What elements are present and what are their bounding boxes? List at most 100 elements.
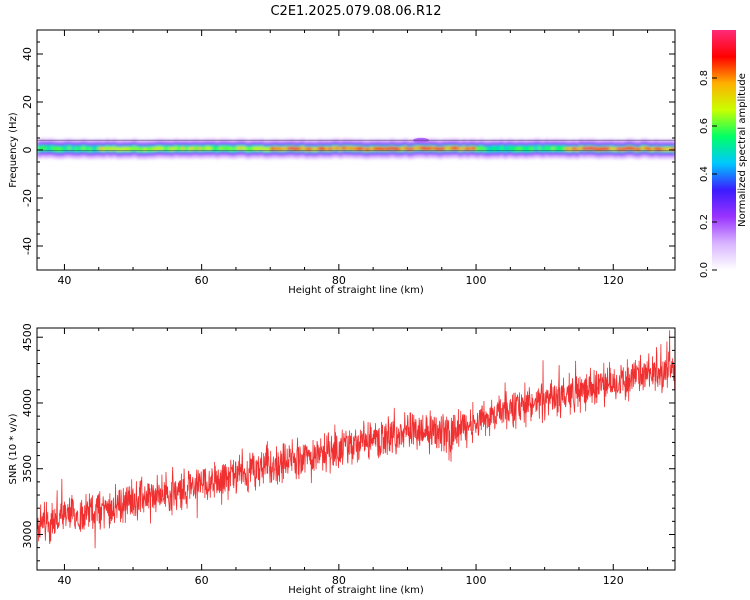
spectrogram-x-label: Height of straight line (km) bbox=[288, 285, 424, 296]
x-tick-label: 100 bbox=[466, 274, 487, 287]
colorbar-tick-label: 0.0 bbox=[699, 262, 710, 278]
colorbar-tick-label: 0.6 bbox=[699, 118, 710, 134]
spectrogram-cell bbox=[150, 147, 155, 151]
spectrogram-cell bbox=[139, 147, 144, 152]
spectrogram-cell bbox=[177, 147, 182, 151]
spectrogram-cell bbox=[109, 147, 114, 151]
spectrogram-cell bbox=[342, 146, 347, 150]
spectrogram-cell bbox=[235, 146, 240, 151]
spectrogram-cell bbox=[486, 147, 491, 152]
spectrogram-cell bbox=[232, 147, 237, 151]
spectrogram-cell bbox=[599, 147, 604, 151]
spectrogram-cell bbox=[318, 146, 323, 151]
spectrogram-cell bbox=[465, 147, 470, 151]
spectrogram-cell bbox=[143, 147, 148, 152]
spectrogram-cell bbox=[469, 146, 474, 151]
spectrogram-cell bbox=[575, 147, 580, 152]
colorbar-tick-label: 0.2 bbox=[699, 214, 710, 230]
x-tick-label: 40 bbox=[57, 274, 71, 287]
spectrogram-cell bbox=[510, 146, 515, 151]
spectrogram-cell bbox=[57, 147, 62, 151]
spectrogram-cell bbox=[201, 146, 206, 151]
colorbar-label: Normalized spectral amplitude bbox=[737, 73, 748, 227]
spectrogram-cell bbox=[541, 147, 546, 151]
spectrogram-cell bbox=[500, 146, 505, 150]
spectrogram-cell bbox=[668, 147, 673, 151]
spectrogram-cell bbox=[397, 147, 402, 151]
spectrogram-cell bbox=[609, 146, 614, 151]
spectrogram-cell bbox=[633, 147, 638, 151]
spectrogram-cell bbox=[40, 146, 45, 150]
spectrogram-cell bbox=[54, 147, 59, 151]
spectrogram-cell bbox=[404, 146, 409, 150]
colorbar-bar bbox=[712, 30, 736, 270]
snr-panel: 40 60 80 100 120 4500 4000 3500 3000 Height of … bbox=[8, 323, 676, 596]
spectrogram-cell bbox=[637, 147, 642, 152]
spectrogram-cell bbox=[112, 146, 117, 151]
spectrogram-cell bbox=[263, 147, 268, 152]
spectrogram-cell bbox=[620, 147, 625, 152]
spectrogram-cell bbox=[163, 146, 168, 151]
spectrogram-cell bbox=[283, 147, 288, 151]
spectrogram-cell bbox=[136, 147, 141, 152]
spectrogram-cell bbox=[441, 146, 446, 151]
spectrogram-cell bbox=[225, 146, 230, 151]
spectrogram-cell bbox=[616, 147, 621, 151]
spectrogram-cell bbox=[331, 146, 337, 150]
spectrogram-cell bbox=[105, 146, 110, 150]
colorbar-tick-label: 0.4 bbox=[699, 166, 710, 182]
spectrogram-cell bbox=[119, 147, 124, 152]
spectrogram-cell bbox=[270, 147, 275, 151]
spectrogram-cell bbox=[383, 147, 388, 151]
spectrogram-cell bbox=[218, 146, 223, 151]
spectrogram-cell bbox=[496, 147, 501, 151]
spectrogram-cell bbox=[414, 146, 419, 150]
spectrogram-cell bbox=[273, 146, 278, 151]
spectrogram-cell bbox=[71, 147, 76, 151]
spectrogram-cell bbox=[390, 146, 395, 150]
spectrogram-cell bbox=[369, 147, 374, 151]
x-tick-label: 120 bbox=[603, 574, 624, 587]
spectrogram-cell bbox=[356, 147, 361, 151]
spectrogram-cell bbox=[102, 147, 107, 151]
spectrogram-cell bbox=[640, 146, 645, 151]
spectrogram-cell bbox=[520, 146, 525, 151]
spectrogram-cell bbox=[664, 147, 669, 151]
x-tick-label: 120 bbox=[603, 274, 624, 287]
snr-x-ticks: 40 60 80 100 120 bbox=[57, 328, 649, 587]
spectrogram-cell bbox=[537, 146, 542, 151]
spectrogram-cell bbox=[452, 146, 457, 150]
spectrogram-cell bbox=[205, 146, 210, 151]
spectrogram-cell bbox=[544, 146, 549, 150]
spectrogram-cell bbox=[157, 146, 162, 151]
spectrogram-cell bbox=[654, 146, 659, 151]
spectrogram-cell bbox=[417, 146, 422, 150]
spectrogram-cell bbox=[585, 146, 590, 151]
spectrogram-cell bbox=[589, 146, 594, 151]
spectrogram-cell bbox=[578, 146, 583, 150]
spectrogram-cell bbox=[479, 146, 484, 151]
spectrogram-cell bbox=[551, 146, 556, 151]
colorbar-ticks: 0.0 0.2 0.4 0.6 0.8 bbox=[699, 70, 717, 278]
spectrogram-cell bbox=[534, 146, 539, 150]
spectrogram-cell bbox=[359, 146, 364, 151]
x-tick-label: 80 bbox=[332, 274, 346, 287]
spectrogram-cell bbox=[167, 147, 172, 151]
spectrogram-cell bbox=[349, 146, 354, 151]
spectrogram-cell bbox=[146, 147, 151, 151]
spectrogram-cell bbox=[122, 147, 127, 151]
spectrogram-cell bbox=[194, 146, 199, 151]
spectrogram-cell bbox=[64, 146, 69, 151]
figure-title: C2E1.2025.079.08.06.R12 bbox=[270, 4, 441, 19]
spectrogram-cell bbox=[43, 146, 48, 151]
spectrogram-cell bbox=[626, 146, 632, 150]
spectrogram-y-ticks: 40 20 0 -20 -40 bbox=[21, 41, 675, 259]
spectrogram-cell bbox=[561, 146, 566, 151]
spectrogram-cell bbox=[458, 147, 463, 152]
y-tick-label: 4000 bbox=[21, 389, 34, 417]
spectrogram-cell bbox=[524, 147, 529, 152]
spectrogram-cell bbox=[307, 147, 313, 151]
spectrogram-cell bbox=[568, 147, 573, 152]
y-tick-label: -40 bbox=[21, 237, 34, 255]
